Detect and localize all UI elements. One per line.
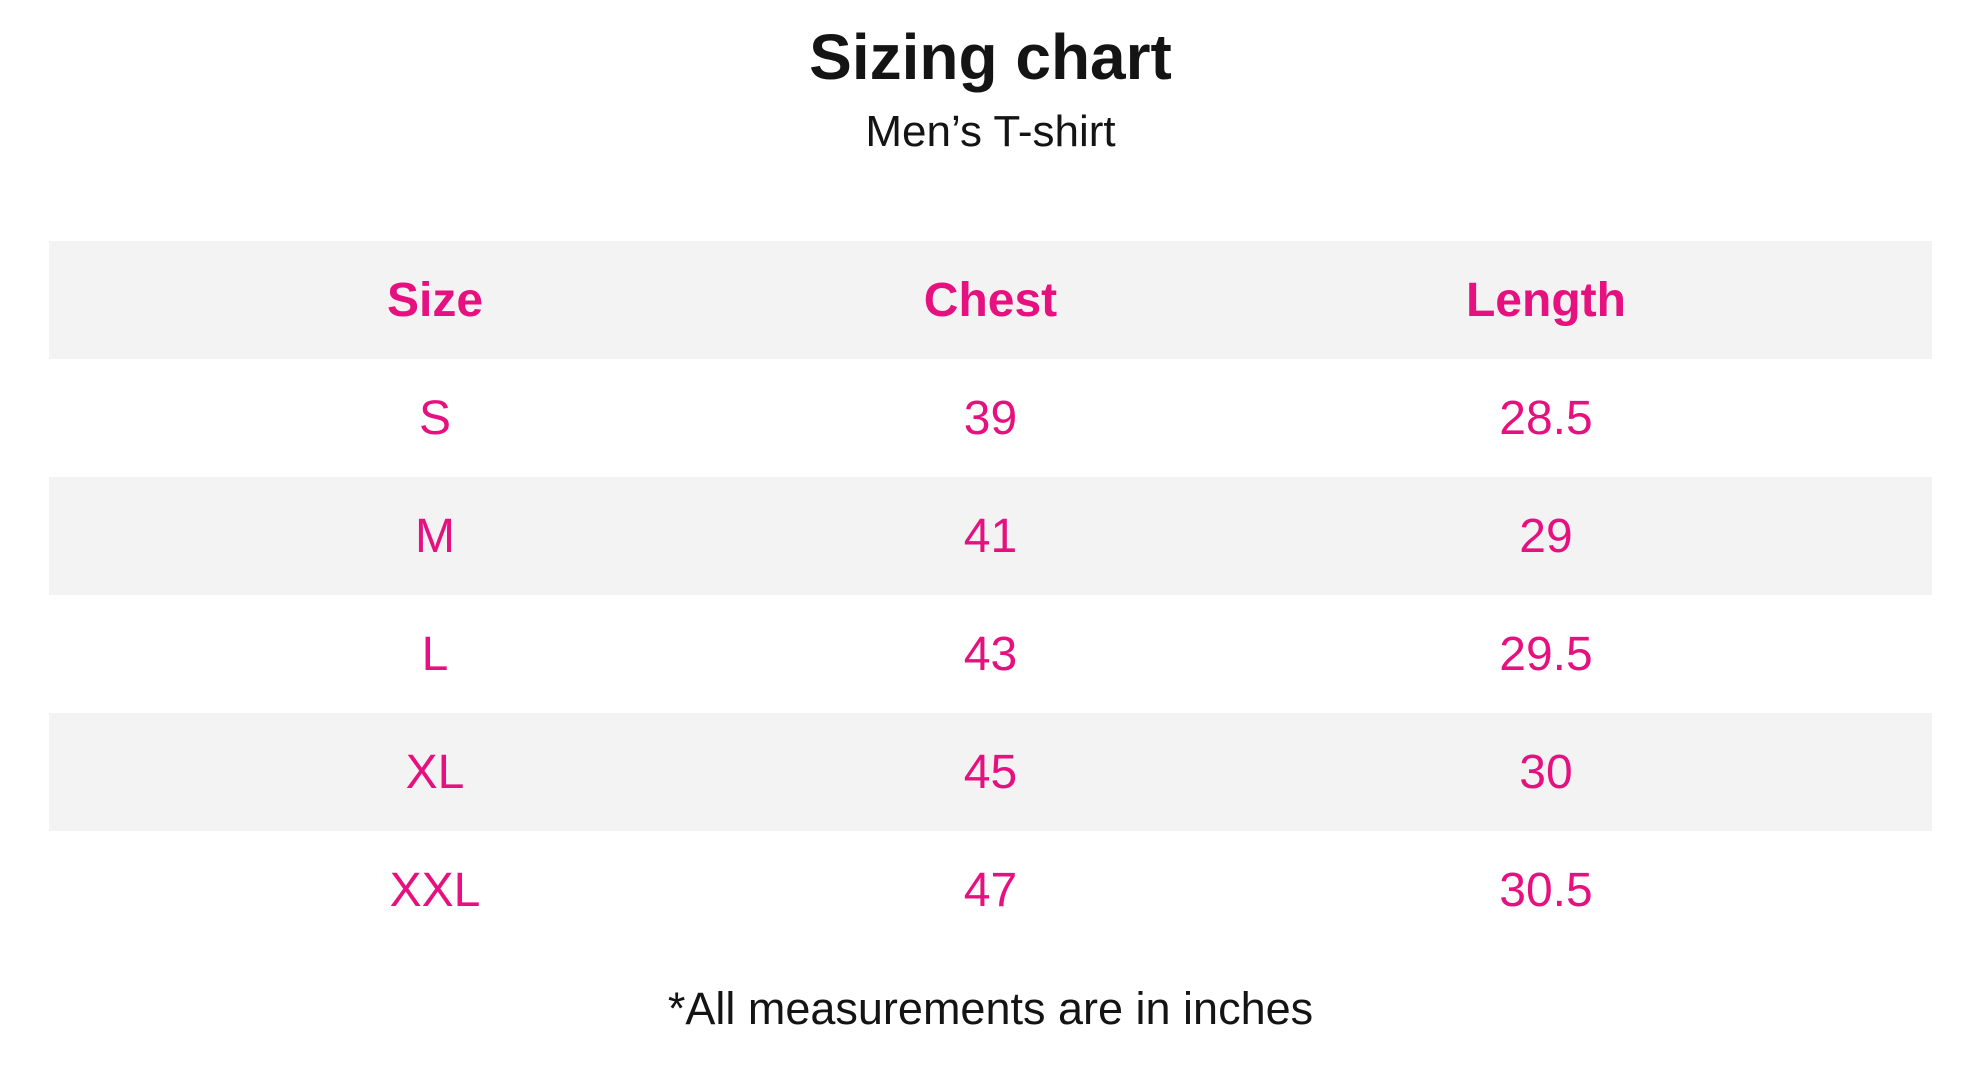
table-row-xl: XL 45 30 xyxy=(49,713,1932,832)
table-row-xxl: XXL 47 30.5 xyxy=(49,831,1932,949)
table-row-m: M 41 29 xyxy=(49,477,1932,596)
cell-chest: 43 xyxy=(963,627,1018,681)
measurements-footnote: *All measurements are in inches xyxy=(667,983,1314,1035)
cell-length: 30 xyxy=(1519,745,1573,799)
cell-size: S xyxy=(419,391,452,445)
column-header-chest: Chest xyxy=(923,273,1058,327)
sizing-table: Size Chest Length S 39 28.5 M 41 29 L 43… xyxy=(49,241,1932,949)
cell-chest: 47 xyxy=(963,863,1018,917)
cell-chest: 45 xyxy=(963,745,1018,799)
cell-size: XL xyxy=(405,745,465,799)
cell-length: 28.5 xyxy=(1499,391,1593,445)
cell-length: 29 xyxy=(1519,509,1573,563)
page-subtitle: Men’s T-shirt xyxy=(865,107,1116,157)
column-header-length: Length xyxy=(1465,273,1626,327)
cell-length: 30.5 xyxy=(1499,863,1593,917)
cell-size: M xyxy=(415,509,455,563)
cell-chest: 39 xyxy=(963,391,1018,445)
cell-size: L xyxy=(421,627,449,681)
table-header-row: Size Chest Length xyxy=(49,241,1932,360)
cell-size: XXL xyxy=(389,863,481,917)
cell-length: 29.5 xyxy=(1499,627,1593,681)
table-row-l: L 43 29.5 xyxy=(49,595,1932,713)
column-header-size: Size xyxy=(386,273,484,327)
page-title: Sizing chart xyxy=(809,21,1172,93)
table-row-s: S 39 28.5 xyxy=(49,359,1932,477)
cell-chest: 41 xyxy=(963,509,1018,563)
